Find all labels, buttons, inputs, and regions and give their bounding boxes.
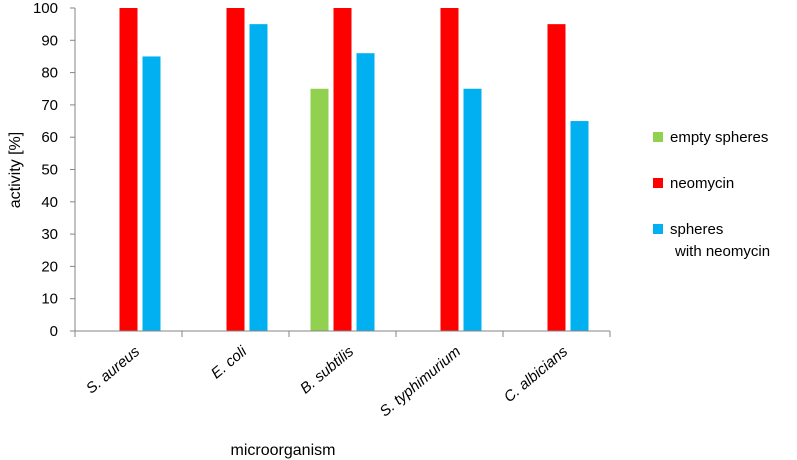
legend-label: neomycin <box>670 175 734 192</box>
legend-swatch <box>653 224 663 234</box>
x-ticks-group: S. aureus E. coli B. subtilis S. typhimuriu… <box>74 331 611 420</box>
legend: empty spheres neomycin spheres with neomyci… <box>653 129 770 260</box>
x-category-label: S. typhimurium <box>377 343 465 420</box>
y-tick-label: 60 <box>41 129 58 146</box>
y-tick-label: 10 <box>41 291 58 308</box>
bar <box>226 8 245 331</box>
y-tick-label: 90 <box>41 32 58 49</box>
y-tick-label: 70 <box>41 97 58 114</box>
x-category-label: S. aureus <box>83 343 143 398</box>
x-category-label: B. subtilis <box>297 343 357 398</box>
bars-group <box>119 8 589 332</box>
legend-swatch <box>653 178 663 188</box>
bar <box>310 88 329 331</box>
bar <box>570 121 589 331</box>
y-tick-label: 50 <box>41 162 58 179</box>
y-ticks-group: 0 10 20 30 40 50 60 70 80 90 100 <box>33 0 75 340</box>
y-tick-label: 0 <box>50 323 58 340</box>
legend-swatch <box>653 132 663 142</box>
bar <box>463 88 482 331</box>
bar <box>356 53 375 331</box>
y-tick-label: 80 <box>41 65 58 82</box>
bar <box>142 56 161 331</box>
x-axis-title: microorganism <box>231 442 336 459</box>
bar <box>249 24 268 332</box>
bar <box>440 8 459 331</box>
bar <box>119 8 138 331</box>
y-tick-label: 20 <box>41 258 58 275</box>
legend-label: spheres with neomycin <box>670 221 770 260</box>
bar <box>333 8 352 331</box>
bar <box>547 24 566 332</box>
y-tick-label: 30 <box>41 226 58 243</box>
x-category-label: E. coli <box>208 343 251 383</box>
y-tick-label: 100 <box>33 0 58 17</box>
y-tick-label: 40 <box>41 194 58 211</box>
y-axis-title: activity [%] <box>7 132 24 208</box>
legend-label: empty spheres <box>670 129 768 146</box>
x-category-label: C. albicians <box>501 343 572 406</box>
